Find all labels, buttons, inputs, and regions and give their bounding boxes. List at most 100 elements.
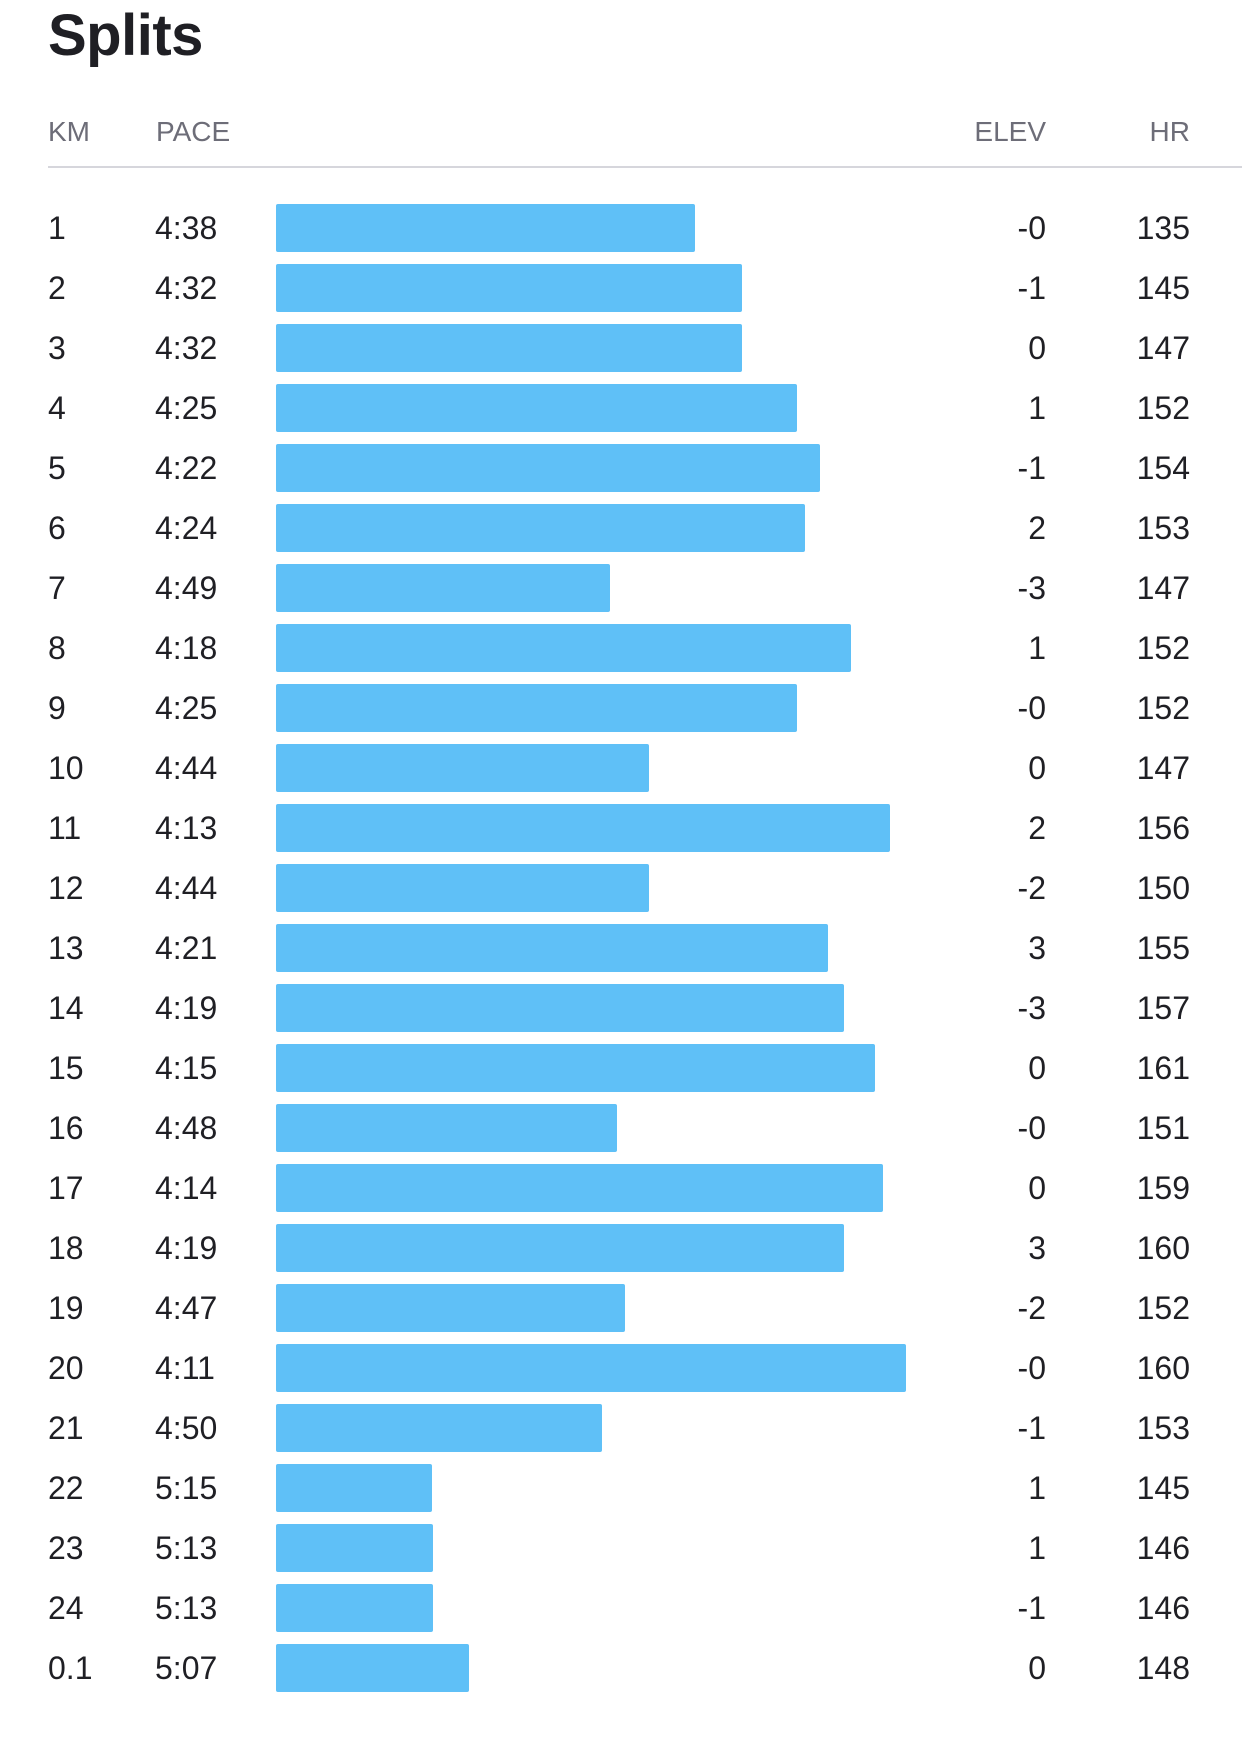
pace-bar	[276, 684, 797, 732]
split-hr: 147	[1136, 750, 1190, 786]
split-km: 20	[48, 1350, 84, 1386]
split-hr: 145	[1136, 1470, 1190, 1506]
split-hr: 161	[1136, 1050, 1190, 1086]
split-elev: 0	[1028, 330, 1046, 366]
page-title: Splits	[48, 3, 203, 68]
pace-bar	[276, 1404, 602, 1452]
pace-bar	[276, 1524, 433, 1572]
split-elev: -0	[1017, 1110, 1046, 1146]
split-hr: 147	[1136, 570, 1190, 606]
split-pace: 4:32	[155, 330, 218, 366]
split-hr: 152	[1136, 630, 1190, 666]
pace-bar	[276, 384, 797, 432]
pace-bar	[276, 1104, 617, 1152]
split-pace: 5:15	[155, 1470, 218, 1506]
split-pace: 4:18	[155, 630, 218, 666]
split-row: 15 4:15 0 161	[0, 1044, 1242, 1104]
split-hr: 153	[1136, 510, 1190, 546]
split-pace: 5:13	[155, 1590, 218, 1626]
split-elev: -2	[1017, 870, 1046, 906]
pace-bar	[276, 804, 890, 852]
split-km: 18	[48, 1230, 84, 1266]
split-row: 7 4:49 -3 147	[0, 564, 1242, 624]
pace-bar	[276, 444, 820, 492]
split-row: 20 4:11 -0 160	[0, 1344, 1242, 1404]
split-elev: 1	[1028, 1470, 1046, 1506]
split-row: 1 4:38 -0 135	[0, 204, 1242, 264]
split-elev: -0	[1017, 690, 1046, 726]
split-hr: 159	[1136, 1170, 1190, 1206]
split-pace: 4:50	[155, 1410, 218, 1446]
split-km: 9	[48, 690, 66, 726]
split-elev: -0	[1017, 210, 1046, 246]
split-elev: -2	[1017, 1290, 1046, 1326]
column-header-km: KM	[48, 116, 90, 147]
pace-bar	[276, 564, 610, 612]
split-hr: 151	[1136, 1110, 1190, 1146]
split-hr: 152	[1136, 390, 1190, 426]
split-km: 2	[48, 270, 66, 306]
split-pace: 4:49	[155, 570, 218, 606]
split-elev: 0	[1028, 1650, 1046, 1686]
split-row: 0.1 5:07 0 148	[0, 1644, 1242, 1704]
split-row: 8 4:18 1 152	[0, 624, 1242, 684]
split-elev: 2	[1028, 510, 1046, 546]
split-elev: -3	[1017, 990, 1046, 1026]
split-km: 22	[48, 1470, 84, 1506]
split-row: 2 4:32 -1 145	[0, 264, 1242, 324]
split-pace: 4:15	[155, 1050, 218, 1086]
split-row: 5 4:22 -1 154	[0, 444, 1242, 504]
split-elev: -1	[1017, 270, 1046, 306]
split-row: 24 5:13 -1 146	[0, 1584, 1242, 1644]
pace-bar	[276, 624, 851, 672]
pace-bar	[276, 1284, 625, 1332]
split-pace: 4:22	[155, 450, 218, 486]
column-header-elev: ELEV	[974, 116, 1046, 147]
split-elev: -1	[1017, 1590, 1046, 1626]
split-km: 8	[48, 630, 66, 666]
split-elev: 0	[1028, 750, 1046, 786]
split-row: 3 4:32 0 147	[0, 324, 1242, 384]
split-pace: 4:44	[155, 870, 218, 906]
split-pace: 4:47	[155, 1290, 218, 1326]
pace-bar	[276, 1644, 469, 1692]
split-pace: 4:38	[155, 210, 218, 246]
split-row: 19 4:47 -2 152	[0, 1284, 1242, 1344]
split-hr: 150	[1136, 870, 1190, 906]
split-km: 7	[48, 570, 66, 606]
split-pace: 4:14	[155, 1170, 218, 1206]
split-km: 23	[48, 1530, 84, 1566]
split-elev: -1	[1017, 450, 1046, 486]
split-row: 11 4:13 2 156	[0, 804, 1242, 864]
split-pace: 4:48	[155, 1110, 218, 1146]
split-km: 4	[48, 390, 66, 426]
split-row: 12 4:44 -2 150	[0, 864, 1242, 924]
split-row: 13 4:21 3 155	[0, 924, 1242, 984]
split-hr: 145	[1136, 270, 1190, 306]
header-divider	[48, 166, 1242, 168]
split-hr: 146	[1136, 1590, 1190, 1626]
split-pace: 5:13	[155, 1530, 218, 1566]
split-hr: 160	[1136, 1230, 1190, 1266]
split-km: 10	[48, 750, 84, 786]
split-pace: 4:19	[155, 1230, 218, 1266]
split-hr: 152	[1136, 690, 1190, 726]
split-km: 21	[48, 1410, 84, 1446]
split-hr: 157	[1136, 990, 1190, 1026]
split-hr: 160	[1136, 1350, 1190, 1386]
split-hr: 154	[1136, 450, 1190, 486]
split-hr: 146	[1136, 1530, 1190, 1566]
pace-bar	[276, 1164, 883, 1212]
split-elev: 0	[1028, 1170, 1046, 1206]
split-pace: 5:07	[155, 1650, 218, 1686]
split-row: 22 5:15 1 145	[0, 1464, 1242, 1524]
split-row: 9 4:25 -0 152	[0, 684, 1242, 744]
split-hr: 155	[1136, 930, 1190, 966]
pace-bar	[276, 264, 742, 312]
splits-table: 1 4:38 -0 135 2 4:32 -1 145 3 4:32 0 147 4 4:25 1 152 5 4…	[0, 204, 1242, 1704]
pace-bar	[276, 1584, 433, 1632]
pace-bar	[276, 504, 805, 552]
split-pace: 4:19	[155, 990, 218, 1026]
split-elev: 3	[1028, 930, 1046, 966]
split-elev: 1	[1028, 630, 1046, 666]
